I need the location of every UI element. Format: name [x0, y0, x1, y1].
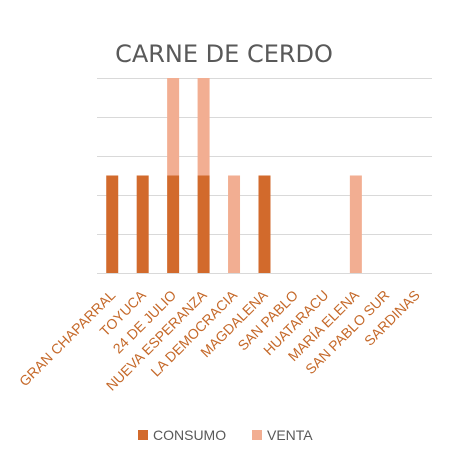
- legend-swatch: [252, 430, 262, 440]
- legend-label: VENTA: [267, 427, 313, 443]
- x-tick-label: GRAN CHAPARRAL: [16, 287, 119, 390]
- bar-consumo: [258, 175, 271, 273]
- bar-venta: [167, 78, 180, 176]
- bars: [106, 78, 362, 273]
- bar-consumo: [167, 175, 180, 273]
- chart-title: CARNE DE CERDO: [115, 40, 333, 68]
- bar-consumo: [106, 175, 119, 273]
- bar-consumo: [197, 175, 210, 273]
- legend-label: CONSUMO: [153, 427, 226, 443]
- bar-venta: [349, 175, 362, 273]
- legend: CONSUMO VENTA: [138, 427, 313, 443]
- bar-venta: [228, 175, 241, 273]
- bar-consumo: [136, 175, 149, 273]
- bar-venta: [197, 78, 210, 176]
- legend-swatch: [138, 430, 148, 440]
